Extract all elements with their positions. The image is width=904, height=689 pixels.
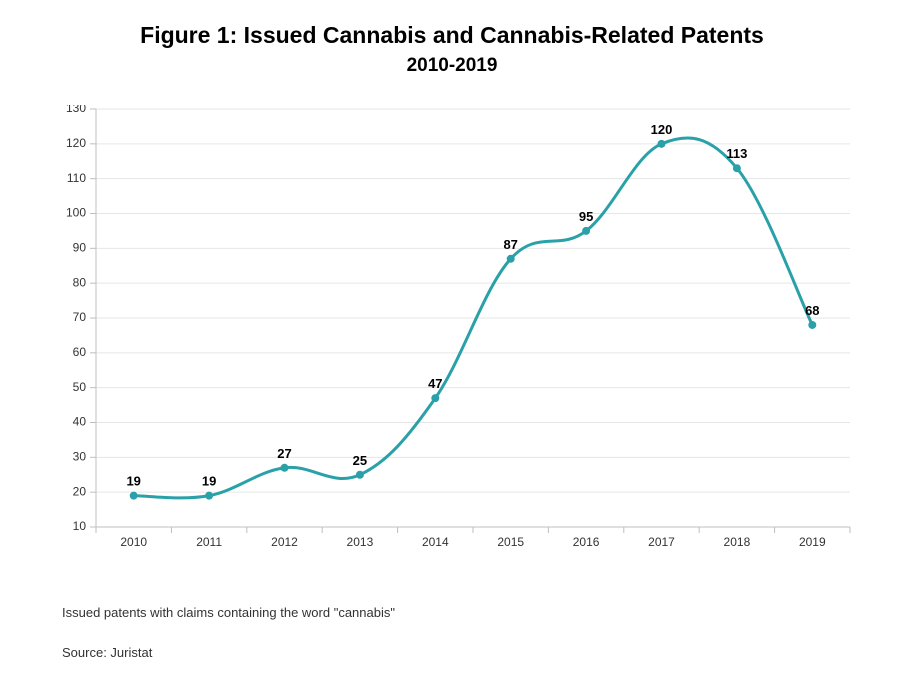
data-point-label: 113 (726, 146, 747, 161)
x-axis-tick-label: 2016 (573, 535, 600, 549)
footnote-source: Source: Juristat (62, 645, 152, 660)
chart-subtitle: 2010-2019 (0, 55, 904, 77)
data-point-marker (733, 164, 741, 172)
chart-title: Figure 1: Issued Cannabis and Cannabis-R… (0, 0, 904, 49)
x-axis-tick-label: 2018 (724, 535, 751, 549)
x-axis-tick-label: 2019 (799, 535, 826, 549)
y-axis-tick-label: 90 (73, 241, 87, 255)
data-point-label: 19 (202, 474, 216, 489)
data-point-label: 47 (428, 376, 442, 391)
y-axis-tick-label: 110 (67, 171, 86, 185)
chart-root: Figure 1: Issued Cannabis and Cannabis-R… (0, 0, 904, 689)
data-point-label: 120 (651, 122, 673, 137)
y-axis-tick-label: 80 (73, 275, 87, 289)
data-point-label: 95 (579, 209, 593, 224)
data-point-label: 25 (353, 453, 367, 468)
y-axis-tick-label: 130 (66, 105, 86, 115)
data-point-marker (507, 255, 515, 263)
y-axis-tick-label: 70 (73, 310, 87, 324)
x-axis-tick-label: 2017 (648, 535, 675, 549)
y-axis-tick-label: 120 (66, 136, 86, 150)
y-axis-tick-label: 60 (73, 345, 87, 359)
data-point-marker (281, 464, 289, 472)
data-point-marker (130, 492, 138, 500)
data-point-label: 19 (126, 474, 140, 489)
data-point-label: 27 (277, 446, 291, 461)
data-point-marker (582, 227, 590, 235)
x-axis-tick-label: 2010 (120, 535, 147, 549)
y-axis-tick-label: 20 (73, 484, 87, 498)
x-axis-tick-label: 2012 (271, 535, 298, 549)
data-point-marker (808, 321, 816, 329)
y-axis-tick-label: 30 (73, 450, 87, 464)
footnote-description: Issued patents with claims containing th… (62, 605, 395, 620)
data-point-marker (205, 492, 213, 500)
y-axis-tick-label: 10 (73, 519, 87, 533)
data-point-marker (431, 394, 439, 402)
data-point-label: 68 (805, 303, 819, 318)
x-axis-tick-label: 2013 (347, 535, 374, 549)
y-axis-tick-label: 100 (66, 206, 86, 220)
data-point-marker (356, 471, 364, 479)
plot-area: 10 20 30 40 50 60 70 80 90 100 110 120 130 2010 2011 20… (62, 105, 860, 555)
x-axis-tick-label: 2015 (497, 535, 524, 549)
data-point-marker (658, 140, 666, 148)
data-point-label: 87 (503, 237, 517, 252)
x-axis-tick-label: 2011 (196, 535, 222, 549)
x-axis-tick-label: 2014 (422, 535, 449, 549)
y-axis-tick-label: 50 (73, 380, 87, 394)
y-axis-tick-label: 40 (73, 415, 87, 429)
